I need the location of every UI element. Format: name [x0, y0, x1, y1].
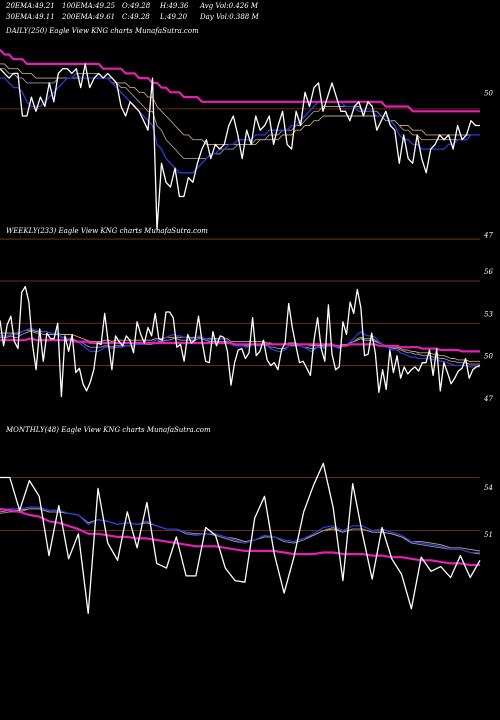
- low-label: L:: [160, 13, 168, 21]
- ema100-value: 49.25: [95, 2, 116, 10]
- daily-chart-title: DAILY(250) Eagle View KNG charts MunafaS…: [5, 27, 199, 35]
- ema20-value: 49.21: [34, 2, 55, 10]
- weekly-ytick-1: 53: [484, 310, 493, 318]
- daily-ema-slow-line: [0, 48, 480, 113]
- monthly-ema-slow-line: [0, 507, 480, 567]
- header-row-1: 20EMA:49.21: [6, 2, 55, 10]
- weekly-ema-fast-line: [0, 328, 480, 368]
- monthly-ema-fast-line: [0, 506, 480, 554]
- ema100-label: 100EMA:: [62, 2, 96, 10]
- ema200-label: 200EMA:: [62, 13, 96, 21]
- header-row2-col3: C:49.28: [122, 13, 150, 21]
- monthly-ytick-1: 51: [484, 531, 493, 539]
- monthly-ema-grey-line: [0, 508, 481, 555]
- weekly-ema-mid-line: [0, 329, 480, 362]
- header-row2-col5: Day Vol:0.388 M: [200, 13, 259, 21]
- high-label: H:: [160, 2, 169, 10]
- header-row2-col2: 200EMA:49.61: [62, 13, 115, 21]
- daily-price-line: [0, 63, 480, 231]
- weekly-ema-slow-line: [0, 337, 480, 353]
- weekly-chart-title: WEEKLY(233) Eagle View KNG charts Munafa…: [6, 227, 208, 235]
- monthly-chart-title: MONTHLY(48) Eagle View KNG charts Munafa…: [5, 426, 211, 434]
- daily-chart: DAILY(250) Eagle View KNG charts MunafaS…: [0, 27, 493, 240]
- ema30-label: 30EMA:: [6, 13, 35, 21]
- weekly-price-line: [0, 285, 481, 398]
- weekly-ytick-0: 56: [484, 268, 493, 276]
- header-row1-col2: 100EMA:49.25: [62, 2, 115, 10]
- open-value: 49.28: [130, 2, 151, 10]
- day-vol-label: Day Vol:: [200, 13, 230, 21]
- daily-ytick-0: 50: [484, 89, 493, 97]
- ema30-value: 49.11: [34, 13, 55, 21]
- header-row1-col3: O:49.28: [122, 2, 150, 10]
- header-row1-col5: Avg Vol:0.426 M: [200, 2, 258, 10]
- daily-ytick-1: 47: [483, 231, 493, 239]
- high-value: 49.36: [168, 2, 189, 10]
- monthly-price-line: [0, 462, 481, 615]
- monthly-ema-mid-line: [0, 508, 481, 552]
- low-value: 49.20: [167, 13, 188, 21]
- daily-ema-fast-line: [0, 72, 480, 174]
- header-row1-col4: H:49.36: [160, 2, 189, 10]
- header-row-2: 30EMA:49.11: [6, 13, 55, 21]
- avg-vol-label: Avg Vol:: [200, 2, 229, 10]
- monthly-ytick-0: 54: [484, 484, 493, 492]
- ema200-value: 49.61: [95, 13, 116, 21]
- weekly-ytick-3: 47: [483, 395, 493, 403]
- daily-ema-mid-line: [0, 63, 480, 145]
- day-vol-value: 0.388 M: [229, 13, 259, 21]
- weekly-ytick-2: 50: [484, 353, 493, 361]
- open-label: O:: [122, 2, 131, 10]
- close-value: 49.28: [129, 13, 150, 21]
- weekly-chart: WEEKLY(233) Eagle View KNG charts Munafa…: [0, 227, 493, 403]
- header-row2-col4: L:49.20: [160, 13, 187, 21]
- monthly-chart: MONTHLY(48) Eagle View KNG charts Munafa…: [0, 426, 493, 615]
- avg-vol-value: 0.426 M: [228, 2, 259, 10]
- close-label: C:: [122, 13, 130, 21]
- ema20-label: 20EMA:: [6, 2, 35, 10]
